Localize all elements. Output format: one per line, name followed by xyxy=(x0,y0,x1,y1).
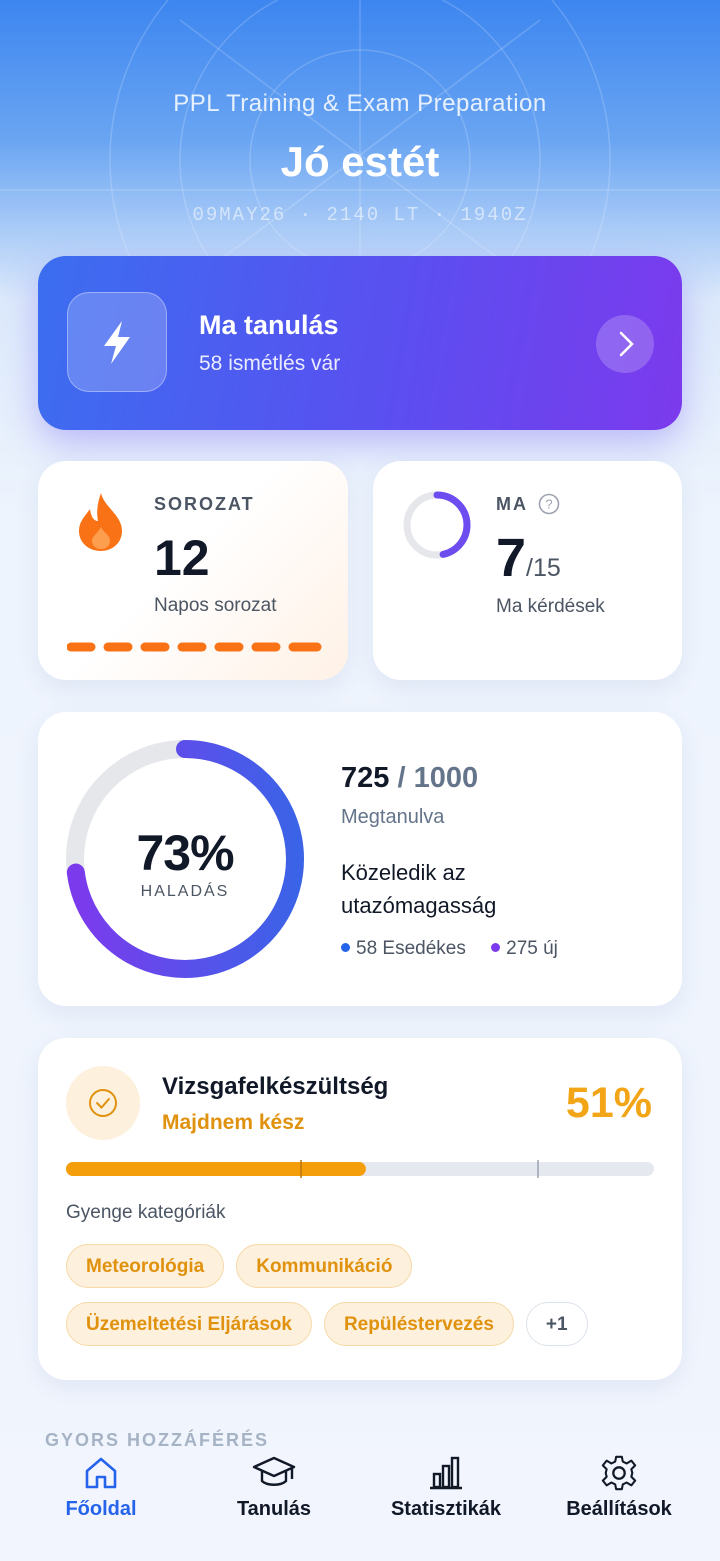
app-subtitle: PPL Training & Exam Preparation xyxy=(173,90,547,117)
readiness-fill xyxy=(66,1162,366,1176)
study-title: Ma tanulás xyxy=(199,310,339,340)
progress-ring xyxy=(66,740,304,978)
greeting: Jó estét xyxy=(280,138,440,185)
nav-label: Beállítások xyxy=(566,1498,672,1520)
category-chip[interactable]: +1 xyxy=(525,1302,588,1346)
nav-study[interactable]: Tanulás xyxy=(189,1454,359,1521)
time-stamp: 09MAY26 · 2140 LT · 1940Z xyxy=(192,204,528,226)
readiness-percent: 51% xyxy=(565,1079,652,1127)
readiness-card: Vizsgafelkészültség Majdnem kész 51% Gye… xyxy=(38,1038,682,1380)
category-chip[interactable]: Kommunikáció xyxy=(236,1244,413,1288)
streak-label: SOROZAT xyxy=(154,494,255,514)
learned-row: 725 / 1000 xyxy=(341,762,478,795)
new-count: 275 új xyxy=(506,938,558,959)
nav-stats[interactable]: Statisztikák xyxy=(361,1454,531,1521)
streak-value: 12 xyxy=(154,530,210,586)
progress-arc xyxy=(66,740,304,978)
study-card[interactable]: Ma tanulás 58 ismétlés vár xyxy=(38,256,682,430)
today-caption: Ma kérdések xyxy=(496,596,605,617)
weak-label: Gyenge kategóriák xyxy=(66,1202,226,1223)
nav-label: Tanulás xyxy=(236,1498,312,1520)
learned-caption: Megtanulva xyxy=(341,806,445,828)
svg-text:?: ? xyxy=(545,497,552,512)
today-ring xyxy=(403,491,471,559)
progress-status: Közeledik az utazómagasság xyxy=(341,860,497,918)
legend-row: 58 Esedékes 275 új xyxy=(341,938,558,960)
today-value-row: 7/15 xyxy=(496,527,561,589)
progress-percent: 73% xyxy=(136,825,234,881)
help-icon[interactable]: ? xyxy=(538,493,560,515)
nav-home[interactable]: Főoldal xyxy=(16,1454,186,1521)
learned-total: / 1000 xyxy=(397,762,479,794)
today-value: 7 xyxy=(496,528,527,588)
nav-label: Főoldal xyxy=(65,1498,137,1520)
today-card: MA ? 7/15 Ma kérdések xyxy=(373,461,682,680)
bolt-icon xyxy=(67,292,167,392)
compass-backdrop xyxy=(0,0,720,300)
category-chip[interactable]: Repüléstervezés xyxy=(323,1302,514,1346)
category-chip[interactable]: Meteorológia xyxy=(66,1244,225,1288)
streak-card: SOROZAT 12 Napos sorozat xyxy=(38,461,348,680)
learned-count: 725 xyxy=(341,762,390,794)
streak-dashes xyxy=(67,642,322,652)
due-count: 58 Esedékes xyxy=(356,938,466,959)
today-progress-arc xyxy=(403,491,471,559)
nav-bar xyxy=(0,1450,720,1561)
readiness-status: Majdnem kész xyxy=(162,1111,305,1134)
weak-categories: Meteorológia Kommunikáció Üzemeltetési Elj… xyxy=(66,1244,646,1360)
today-total: /15 xyxy=(526,554,561,582)
progress-label: HALADÁS xyxy=(140,883,230,900)
nav-settings[interactable]: Beállítások xyxy=(534,1454,704,1521)
progress-card: 73% HALADÁS 725 / 1000 Megtanulva Közele… xyxy=(38,712,682,1006)
flame-icon xyxy=(79,493,122,551)
streak-caption: Napos sorozat xyxy=(154,595,277,616)
check-icon xyxy=(66,1066,140,1140)
readiness-title: Vizsgafelkészültség xyxy=(162,1073,389,1100)
study-subtitle: 58 ismétlés vár xyxy=(199,352,341,375)
today-label: MA xyxy=(496,494,528,514)
chevron-button[interactable] xyxy=(595,314,655,374)
readiness-bar xyxy=(66,1160,654,1178)
category-chip[interactable]: Üzemeltetési Eljárások xyxy=(66,1302,312,1346)
nav-label: Statisztikák xyxy=(390,1498,502,1520)
quick-access-title: GYORS HOZZÁFÉRÉS xyxy=(45,1430,270,1450)
